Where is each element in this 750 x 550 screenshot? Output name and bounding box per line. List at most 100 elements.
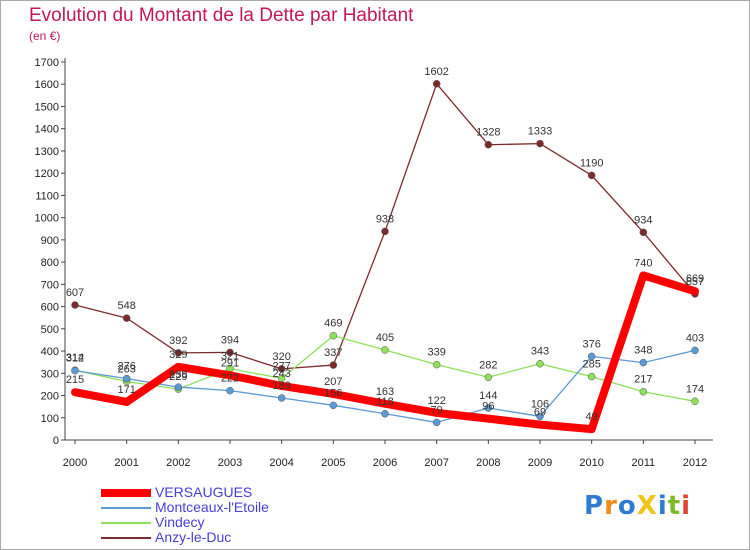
x-tick-label: 2008 bbox=[476, 457, 500, 469]
legend-label: Montceaux-l'Etoile bbox=[155, 499, 269, 515]
x-tick-label: 2011 bbox=[632, 457, 656, 469]
y-tick-label: 1100 bbox=[35, 190, 59, 202]
data-label: 669 bbox=[686, 273, 704, 285]
data-point bbox=[277, 381, 286, 390]
data-point bbox=[122, 374, 131, 383]
data-label: 291 bbox=[221, 357, 239, 369]
data-point bbox=[432, 408, 441, 417]
data-label: 217 bbox=[634, 374, 652, 386]
data-label: 96 bbox=[482, 401, 494, 413]
x-tick-label: 2007 bbox=[424, 457, 448, 469]
x-tick-label: 2012 bbox=[683, 457, 707, 469]
logo-letter: X bbox=[636, 491, 658, 521]
data-label: 1328 bbox=[476, 127, 500, 139]
y-tick-label: 700 bbox=[41, 279, 59, 291]
data-point bbox=[484, 404, 493, 412]
data-point bbox=[329, 361, 338, 369]
x-tick-label: 2000 bbox=[63, 457, 87, 469]
data-label: 348 bbox=[634, 345, 652, 357]
data-point bbox=[484, 414, 493, 423]
data-label: 263 bbox=[117, 364, 135, 376]
data-label: 122 bbox=[427, 395, 445, 407]
logo-letter: t bbox=[667, 491, 682, 521]
x-tick-label: 2004 bbox=[269, 457, 293, 469]
x-tick-label: 2001 bbox=[114, 457, 138, 469]
data-label: 343 bbox=[531, 346, 549, 358]
y-tick-label: 1500 bbox=[35, 101, 59, 113]
data-point bbox=[277, 365, 286, 373]
axes: 0 100 200 300 400 500 600 700 800 900 1000 1100 1200… bbox=[35, 57, 713, 469]
data-point bbox=[432, 80, 441, 88]
data-point bbox=[536, 359, 544, 368]
series-line-3 bbox=[74, 83, 696, 370]
y-tick-label: 400 bbox=[41, 346, 59, 358]
data-label: 376 bbox=[582, 338, 600, 350]
series-layer bbox=[71, 80, 699, 434]
data-point bbox=[174, 362, 183, 371]
data-point bbox=[587, 372, 596, 381]
logo-letter: o bbox=[617, 491, 637, 521]
data-point bbox=[174, 349, 183, 357]
data-label: 243 bbox=[272, 368, 290, 380]
data-label: 69 bbox=[534, 407, 546, 419]
legend-swatch-anzy bbox=[101, 537, 151, 539]
data-label: 238 bbox=[169, 369, 187, 381]
logo-letter: r bbox=[604, 491, 618, 521]
data-label: 392 bbox=[169, 335, 187, 347]
legend-label: Vindecy bbox=[155, 514, 205, 530]
data-point bbox=[329, 331, 338, 340]
legend-item-vindecy: Vindecy bbox=[101, 514, 361, 530]
data-label: 934 bbox=[634, 214, 652, 226]
y-tick-label: 200 bbox=[41, 391, 59, 403]
data-label: 339 bbox=[427, 347, 445, 359]
chart-subtitle: (en €) bbox=[29, 29, 61, 43]
data-label: 163 bbox=[376, 386, 394, 398]
y-tick-label: 900 bbox=[41, 235, 59, 247]
data-label: 337 bbox=[324, 347, 342, 359]
data-label: 282 bbox=[479, 359, 497, 371]
data-point bbox=[484, 373, 493, 382]
data-point bbox=[691, 287, 699, 296]
y-tick-label: 1600 bbox=[35, 79, 59, 91]
y-tick-label: 600 bbox=[41, 302, 59, 314]
legend-item-anzy: Anzy-le-Duc bbox=[101, 529, 361, 545]
data-label: 329 bbox=[169, 349, 187, 361]
data-label: 320 bbox=[272, 351, 290, 363]
data-point bbox=[71, 301, 79, 309]
data-label: 144 bbox=[479, 390, 497, 402]
legend-label: Anzy-le-Duc bbox=[155, 529, 232, 545]
y-tick-label: 1400 bbox=[35, 124, 59, 136]
data-point bbox=[432, 360, 441, 369]
data-point bbox=[536, 139, 544, 148]
data-point bbox=[122, 397, 131, 406]
legend-item-montceaux: Montceaux-l'Etoile bbox=[101, 499, 361, 515]
y-tick-label: 1700 bbox=[35, 57, 59, 69]
data-label: 740 bbox=[634, 257, 652, 269]
data-point bbox=[691, 397, 699, 406]
x-tick-label: 2002 bbox=[166, 457, 190, 469]
legend-swatch-montceaux bbox=[101, 507, 151, 509]
data-label: 106 bbox=[531, 398, 549, 410]
data-point bbox=[71, 388, 79, 397]
data-label: 405 bbox=[376, 332, 394, 344]
data-label: 938 bbox=[376, 213, 394, 225]
data-point bbox=[381, 346, 389, 354]
data-label: 156 bbox=[324, 387, 342, 399]
data-point bbox=[226, 371, 234, 380]
legend-swatch-vindecy bbox=[101, 522, 151, 524]
legend-swatch-versaugues bbox=[101, 489, 151, 497]
data-label: 79 bbox=[431, 404, 443, 416]
data-label: 222 bbox=[221, 373, 239, 385]
y-tick-label: 1200 bbox=[35, 168, 59, 180]
data-point bbox=[536, 412, 544, 421]
data-label: 394 bbox=[221, 334, 239, 346]
legend-label: VERSAUGUES bbox=[155, 484, 253, 500]
data-point bbox=[226, 386, 234, 395]
proxiti-logo: ProXiti bbox=[584, 491, 691, 521]
y-tick-label: 1000 bbox=[35, 213, 59, 225]
logo-letter: i bbox=[681, 491, 692, 521]
data-label: 276 bbox=[117, 361, 135, 373]
x-tick-label: 2006 bbox=[373, 457, 397, 469]
data-point bbox=[174, 383, 183, 391]
